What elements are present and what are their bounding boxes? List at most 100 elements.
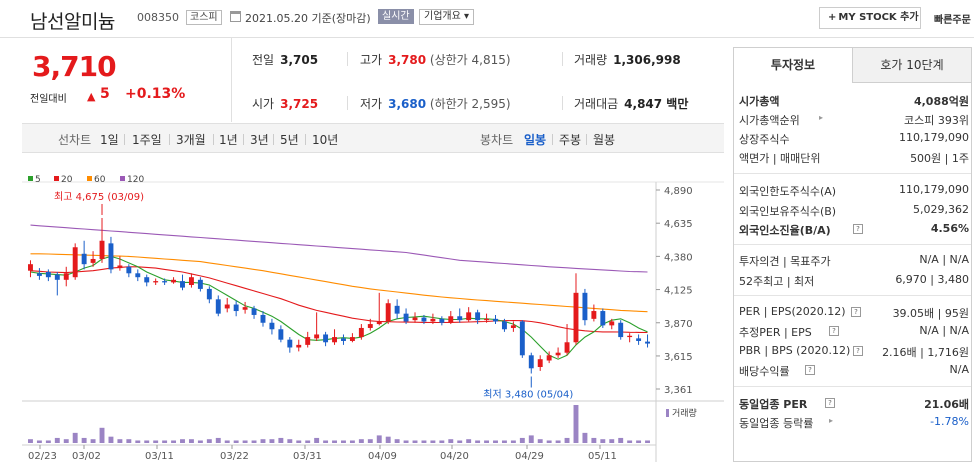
tab-5year[interactable]: 5년 xyxy=(280,133,299,147)
tab-3month[interactable]: 3개월 xyxy=(176,133,206,147)
volume-bar xyxy=(484,440,490,443)
volume-bar xyxy=(188,439,194,443)
y-tick-label: 4,125 xyxy=(664,286,693,297)
y-tick-label: 4,890 xyxy=(664,186,693,197)
legend-label: 60 xyxy=(94,175,106,185)
candle-body xyxy=(251,308,257,315)
candle-body xyxy=(358,327,364,338)
candle-body xyxy=(546,355,552,361)
candle-body xyxy=(153,281,159,283)
volume-bar xyxy=(224,440,230,443)
volume-bar xyxy=(108,436,114,443)
volume-bar xyxy=(260,439,266,443)
help-icon[interactable]: ? xyxy=(853,224,863,234)
volume-bar xyxy=(645,440,650,443)
help-icon[interactable]: ? xyxy=(805,365,815,375)
candle-body xyxy=(367,324,373,328)
volume-bar xyxy=(180,439,185,443)
tab-invest-info[interactable]: 투자정보 xyxy=(734,48,852,83)
volume-bar xyxy=(278,437,284,443)
row-52week: 52주최고 | 최저 6,970 | 3,480 xyxy=(739,273,969,288)
candle-body xyxy=(90,258,96,263)
help-icon[interactable]: ? xyxy=(851,307,861,317)
row-cap-rank[interactable]: 시가총액순위 ▸ 코스피 393위 xyxy=(739,113,969,127)
tab-orderbook-10[interactable]: 호가 10단계 xyxy=(852,48,971,83)
candle-body xyxy=(439,318,445,323)
help-icon[interactable]: ? xyxy=(853,346,863,356)
y-tick-label: 3,870 xyxy=(664,319,693,330)
x-tick-label: 04/20 xyxy=(440,451,469,462)
volume-bar xyxy=(171,440,177,443)
candle-body xyxy=(305,337,311,345)
x-tick-label: 02/23 xyxy=(28,451,57,462)
volume-bar xyxy=(493,440,498,443)
quote-volume-label: 거래량 xyxy=(574,53,608,67)
volume-bar xyxy=(45,440,51,443)
x-tick-label: 03/31 xyxy=(293,451,322,462)
x-tick-label: 05/11 xyxy=(588,451,617,462)
realtime-button[interactable]: 실시간 xyxy=(378,9,414,24)
quote-area: 전일 3,705 고가 3,780 (상한가 4,815) 거래량 1,306,998… xyxy=(232,38,724,122)
volume-bar xyxy=(564,437,570,443)
legend-label: 5 xyxy=(35,175,41,185)
candle-body xyxy=(278,329,284,340)
stock-name: 남선알미늄 xyxy=(30,11,115,33)
company-info-dropdown[interactable]: 기업개요 ▾ xyxy=(419,9,474,25)
volume-bar xyxy=(251,440,257,443)
candle-body xyxy=(421,317,427,322)
volume-bar xyxy=(475,440,481,443)
high-annotation: 최고 4,675 (03/09) xyxy=(54,191,144,203)
candle-body xyxy=(63,273,69,280)
price-rate: +0.13% xyxy=(125,86,186,102)
quote-amount: 거래대금 4,847 백만 xyxy=(574,95,688,112)
row-opinion: 투자의견 | 목표주가 N/A | N/A xyxy=(739,253,969,268)
volume-bar xyxy=(36,440,42,443)
x-tick-label: 03/22 xyxy=(220,451,249,462)
candle-body xyxy=(627,335,633,338)
x-tick-label: 03/02 xyxy=(72,451,101,462)
volume-bar xyxy=(117,439,123,443)
volume-bar xyxy=(54,437,60,443)
tab-1year[interactable]: 1년 xyxy=(219,133,238,147)
candle-body xyxy=(224,304,230,309)
y-tick-label: 3,615 xyxy=(664,352,693,363)
base-date: 2021.05.20 기준(장마감) xyxy=(245,12,371,25)
tab-monthly[interactable]: 월봉 xyxy=(593,133,616,147)
candle-body xyxy=(645,341,650,344)
quote-open-value: 3,725 xyxy=(280,97,319,111)
volume-bar xyxy=(528,435,534,443)
row-industry-rate[interactable]: 동일업종 등락률 ▸ -1.78% xyxy=(739,415,969,430)
tab-3year[interactable]: 3년 xyxy=(250,133,269,147)
my-stock-add-button[interactable]: + MY STOCK 추가 xyxy=(819,7,921,29)
tab-1week[interactable]: 1주일 xyxy=(132,133,162,147)
candle-body xyxy=(582,292,588,321)
volume-bar xyxy=(430,440,436,443)
quote-low-value: 3,680 xyxy=(388,97,427,111)
candle-body xyxy=(591,311,597,319)
tab-10year[interactable]: 10년 xyxy=(312,133,339,147)
help-icon[interactable]: ? xyxy=(829,326,839,336)
tab-weekly[interactable]: 주봉 xyxy=(559,133,582,147)
ma60-line xyxy=(30,253,648,313)
volume-bar xyxy=(332,440,337,443)
candle-body xyxy=(233,304,239,312)
candle-body xyxy=(385,303,391,322)
tab-daily[interactable]: 일봉 xyxy=(524,133,547,147)
fast-order-button[interactable]: 빠른주문 xyxy=(934,15,971,26)
legend-swatch xyxy=(28,176,33,181)
candle-body xyxy=(135,273,141,278)
row-foreign-limit: 외국인한도주식수(A) 110,179,090 xyxy=(739,183,969,198)
tab-1day[interactable]: 1일 xyxy=(100,133,119,147)
quote-open: 시가 3,725 xyxy=(252,95,318,112)
candle-body xyxy=(45,271,51,278)
ma120-line xyxy=(30,224,648,273)
candle-body xyxy=(260,314,266,323)
help-icon[interactable]: ? xyxy=(825,398,835,408)
candle-body xyxy=(332,337,337,343)
candle-body xyxy=(457,316,463,321)
quote-amount-value: 4,847 백만 xyxy=(624,97,689,111)
quote-high-label: 고가 xyxy=(360,53,383,67)
quote-amount-label: 거래대금 xyxy=(574,97,619,111)
volume-bar xyxy=(466,439,472,443)
volume-bar xyxy=(206,439,212,443)
